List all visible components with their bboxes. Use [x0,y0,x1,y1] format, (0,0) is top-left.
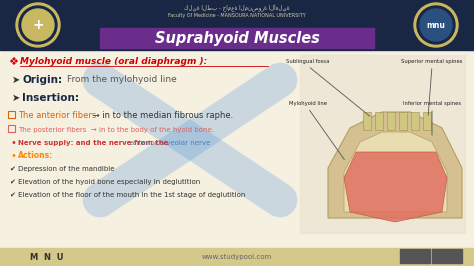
Text: •: • [10,138,16,148]
Bar [423,112,431,130]
Text: anterior alveolar nerve: anterior alveolar nerve [130,140,210,146]
Circle shape [420,9,452,41]
Bar [8,125,15,132]
Text: ✔ Depression of the mandible: ✔ Depression of the mandible [10,166,115,172]
Text: Superior mental spines: Superior mental spines [401,59,463,64]
Text: •: • [10,151,16,161]
Polygon shape [344,132,447,212]
Text: → in to the median fibrous raphe.: → in to the median fibrous raphe. [90,111,233,120]
Bar [387,112,395,130]
Bar [411,112,419,130]
Polygon shape [344,152,447,222]
Bar [400,249,430,263]
Circle shape [414,3,458,47]
Text: Insertion:: Insertion: [22,93,79,103]
Text: www.studypool.com: www.studypool.com [202,254,272,260]
Bar [0,248,474,266]
Text: Suprahyoid Muscles: Suprahyoid Muscles [155,31,319,45]
Text: Faculty Of Medicine - MANSOURA NATIONAL UNIVERSITY: Faculty Of Medicine - MANSOURA NATIONAL … [168,14,306,19]
Bar [399,112,407,130]
Circle shape [16,3,60,47]
Text: +: + [32,18,44,32]
Text: Actions:: Actions: [18,152,53,160]
Circle shape [19,6,57,44]
Text: Inferior mental spines: Inferior mental spines [403,101,461,106]
Text: ✔ Elevation of the floor of the mouth in the 1st stage of deglutition: ✔ Elevation of the floor of the mouth in… [10,192,246,198]
Text: ➤: ➤ [12,93,20,103]
Circle shape [417,6,455,44]
Text: كلية الطب - جامعة المنصورة الأهلية: كلية الطب - جامعة المنصورة الأهلية [184,4,290,12]
Text: mnu: mnu [427,20,446,30]
Text: The anterior fibers: The anterior fibers [18,111,96,120]
Text: From the mylohyoid line: From the mylohyoid line [67,76,177,85]
Text: Mylohyoid line: Mylohyoid line [289,101,327,106]
Text: The posterior fibers  → in to the body of the hyoid bone.: The posterior fibers → in to the body of… [18,127,214,133]
Bar [0,50,474,248]
Polygon shape [328,112,462,218]
Bar [432,249,462,263]
Text: Origin:: Origin: [22,75,62,85]
Text: ❖: ❖ [8,57,18,67]
Bar [300,55,465,233]
Bar [8,111,15,118]
Text: Nerve supply: and the nerve from the: Nerve supply: and the nerve from the [18,140,171,146]
Text: Sublingual fossa: Sublingual fossa [286,59,330,64]
Text: ✔ Elevation of the hyoid bone especially in deglutition: ✔ Elevation of the hyoid bone especially… [10,179,200,185]
Bar [0,0,474,50]
Bar [363,112,371,130]
Text: M  N  U: M N U [30,252,64,261]
Bar [100,28,374,48]
Text: ➤: ➤ [12,75,20,85]
Bar [375,112,383,130]
Text: Mylohyoid muscle (oral diaphragm ):: Mylohyoid muscle (oral diaphragm ): [20,57,207,66]
Circle shape [22,9,54,41]
